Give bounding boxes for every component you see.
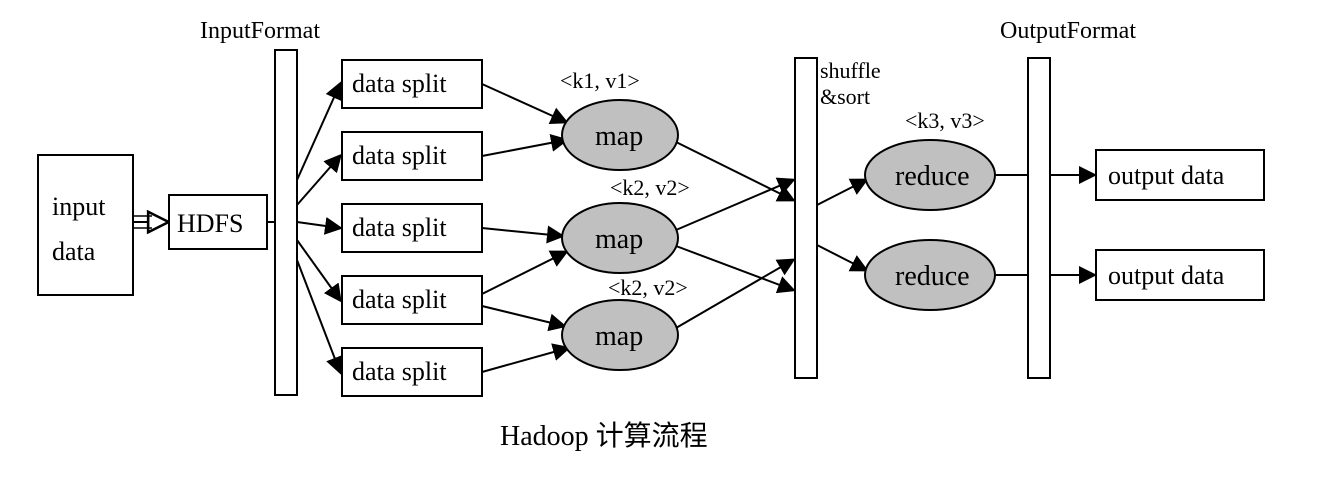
node-output1: output data [1096,150,1264,200]
hadoop-flowchart: input data HDFS InputFormat data split d… [0,0,1336,500]
node-map1: map [562,100,678,170]
input-data-label-1: input [52,192,106,221]
node-split5: data split [342,348,482,396]
reduce2-label: reduce [895,261,970,292]
node-split2: data split [342,132,482,180]
map3-kv: <k2, v2> [608,275,688,300]
shuffle-header-1: shuffle [820,58,881,83]
split1-label: data split [352,69,447,98]
map3-label: map [595,321,643,352]
hdfs-label: HDFS [177,209,243,238]
node-outputformat-bar [1028,58,1050,378]
inputformat-header: InputFormat [200,18,320,44]
shuffle-header-2: &sort [820,84,870,109]
edge-split2-map1 [482,140,566,156]
diagram-title: Hadoop 计算流程 [500,420,708,452]
split2-label: data split [352,141,447,170]
edge-bar-split1 [297,84,340,180]
edge-map2-shuffle-a [676,180,793,230]
edge-split5-map3 [482,348,568,372]
node-map2: map [562,203,678,273]
split5-label: data split [352,357,447,386]
node-output2: output data [1096,250,1264,300]
input-data-label-2: data [52,237,96,266]
edge-bar-split4 [297,240,340,300]
map1-kv: <k1, v1> [560,68,640,93]
map2-label: map [595,224,643,255]
map1-label: map [595,121,643,152]
map2-kv: <k2, v2> [610,175,690,200]
output1-label: output data [1108,161,1225,190]
edge-map1-shuffle [676,142,793,200]
edge-split3-map2 [482,228,562,236]
output2-label: output data [1108,261,1225,290]
node-shuffle-bar [795,58,817,378]
split4-label: data split [352,285,447,314]
edge-bar-split3 [297,222,340,228]
edge-split1-map1 [482,84,566,122]
edge-input-hdfs [133,216,167,228]
node-split4: data split [342,276,482,324]
node-split1: data split [342,60,482,108]
edge-shuffle-reduce1 [817,180,866,205]
node-reduce1: reduce [865,140,995,210]
edge-shuffle-reduce2 [817,245,866,270]
node-input-data: input data [38,155,133,295]
node-hdfs: HDFS [169,195,267,249]
edge-map3-shuffle [676,260,793,328]
edge-map2-shuffle-b [676,246,793,290]
outputformat-header: OutputFormat [1000,18,1136,44]
node-reduce2: reduce [865,240,995,310]
split3-label: data split [352,213,447,242]
edge-split4-map3 [482,306,564,326]
edge-split4-map2 [482,252,566,294]
edge-bar-split5 [297,260,340,372]
node-inputformat-bar [275,50,297,395]
node-split3: data split [342,204,482,252]
reduce1-label: reduce [895,161,970,192]
reduce1-kv: <k3, v3> [905,108,985,133]
node-map3: map [562,300,678,370]
